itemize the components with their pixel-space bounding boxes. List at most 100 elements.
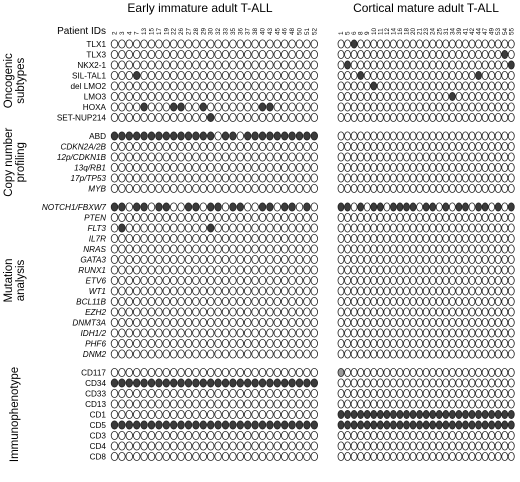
cell-cortical (422, 430, 430, 440)
cell-early (303, 81, 311, 91)
cell-early (273, 328, 281, 338)
cell-early (214, 162, 222, 172)
section-label-line: Oncogenic (3, 53, 15, 108)
cell-early (125, 141, 133, 151)
cell-early (118, 338, 126, 348)
cell-early (118, 173, 126, 183)
cell-cortical (409, 202, 417, 212)
cell-cortical (475, 202, 482, 212)
cell-cortical (448, 173, 456, 183)
cell-cortical (376, 296, 384, 306)
cell-cortical (376, 367, 384, 377)
row-label: ETV6 (86, 277, 107, 286)
cell-early (155, 102, 163, 112)
cell-cortical (507, 254, 515, 264)
cell-cortical (389, 92, 397, 102)
patient-id-early: 26 (178, 27, 185, 35)
cell-early (184, 39, 193, 49)
cell-cortical (462, 223, 469, 233)
cell-early (125, 81, 133, 91)
cell-cortical (507, 39, 515, 49)
cell-early (214, 367, 222, 377)
cell-cortical (370, 233, 378, 243)
cell-cortical (376, 113, 384, 123)
cell-early (132, 378, 141, 388)
cell-early (281, 173, 289, 183)
row-label: MYB (88, 185, 106, 194)
cell-cortical (462, 212, 469, 222)
cell-cortical (363, 113, 371, 123)
cell-early (206, 183, 215, 193)
cell-cortical (396, 367, 404, 377)
cell-early (155, 39, 163, 49)
cell-early (140, 296, 148, 306)
cell-early (192, 173, 200, 183)
cell-cortical (376, 420, 384, 430)
cell-early (110, 212, 119, 222)
cell-cortical (462, 420, 469, 430)
cell-early (251, 317, 259, 327)
cell-cortical (350, 388, 358, 398)
cell-early (177, 152, 185, 162)
cell-early (221, 50, 230, 60)
cell-cortical (396, 202, 404, 212)
cell-early (221, 265, 230, 275)
cell-early (288, 265, 296, 275)
cell-cortical (363, 162, 371, 172)
cell-early (288, 131, 296, 141)
cell-early (266, 233, 274, 243)
cell-early (132, 60, 141, 70)
cell-early (140, 92, 148, 102)
row-label: CD1 (90, 411, 107, 420)
cell-cortical (488, 275, 496, 285)
cell-cortical (389, 173, 397, 183)
cell-cortical (376, 173, 384, 183)
cell-early (132, 349, 141, 359)
cell-cortical (376, 71, 384, 81)
cell-early (140, 420, 148, 430)
cell-cortical (422, 296, 430, 306)
cell-early (184, 430, 193, 440)
cell-cortical (389, 338, 397, 348)
cell-early (162, 317, 170, 327)
cell-early (206, 244, 215, 254)
cell-early (199, 451, 207, 461)
cell-cortical (429, 202, 437, 212)
cell-cortical (435, 60, 443, 70)
cell-early (140, 39, 148, 49)
cell-early (206, 317, 215, 327)
cell-cortical (494, 202, 502, 212)
cell-cortical (350, 430, 358, 440)
cell-early (132, 81, 141, 91)
cell-cortical (442, 409, 450, 419)
cell-cortical (429, 223, 437, 233)
cell-early (310, 131, 318, 141)
cell-early (118, 265, 126, 275)
cell-early (132, 430, 141, 440)
cell-early (214, 296, 222, 306)
cell-early (266, 162, 274, 172)
cell-cortical (481, 233, 489, 243)
cell-cortical (337, 39, 345, 49)
cell-cortical (442, 162, 450, 172)
cell-early (155, 254, 163, 264)
cell-early (177, 307, 185, 317)
cell-cortical (475, 430, 482, 440)
cell-early (192, 286, 200, 296)
cell-cortical (370, 317, 378, 327)
cell-early (221, 162, 230, 172)
cell-early (155, 233, 163, 243)
cell-cortical (416, 349, 424, 359)
patient-id-early: 45 (274, 27, 281, 35)
cell-early (273, 296, 281, 306)
cell-early (155, 183, 163, 193)
cell-early (236, 131, 244, 141)
cell-early (281, 233, 289, 243)
cell-early (125, 113, 133, 123)
cell-cortical (416, 338, 424, 348)
cell-cortical (376, 430, 384, 440)
cell-cortical (455, 223, 463, 233)
cell-cortical (376, 39, 384, 49)
cell-cortical (501, 378, 509, 388)
cell-cortical (357, 141, 365, 151)
